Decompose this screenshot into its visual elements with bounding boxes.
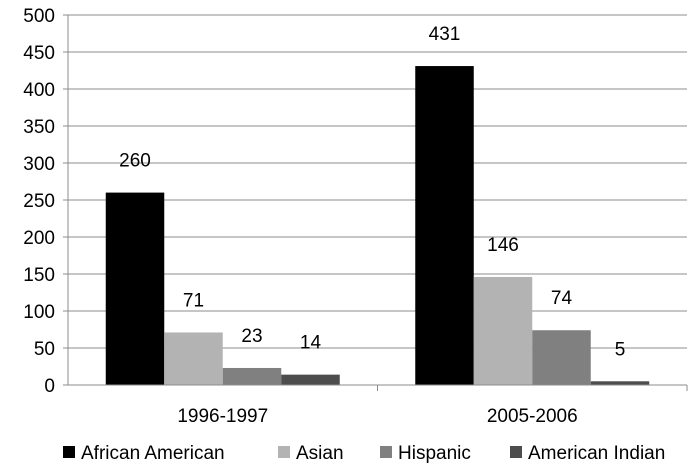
- data-label: 71: [183, 290, 204, 311]
- axes: [63, 14, 688, 391]
- legend: African American Asian Hispanic American In…: [63, 443, 665, 464]
- y-tick-label: 400: [23, 80, 55, 101]
- y-tick-label: 500: [23, 6, 55, 27]
- bar: [105, 192, 165, 385]
- tick-labels: 0 50 100 150 200 250 300 350 400 450 500 1996-1997 2…: [23, 6, 577, 427]
- data-label: 260: [119, 151, 151, 172]
- legend-swatch: [510, 446, 522, 458]
- data-label: 146: [487, 235, 519, 256]
- bar: [473, 276, 533, 385]
- y-tick-label: 50: [34, 339, 55, 360]
- legend-label: Hispanic: [398, 443, 471, 464]
- x-tick-label: 1996-1997: [177, 406, 268, 427]
- gridlines: [68, 14, 687, 349]
- bar: [415, 66, 474, 385]
- data-label: 5: [615, 339, 626, 360]
- y-tick-label: 200: [23, 228, 55, 249]
- data-label: 431: [429, 24, 461, 45]
- bar: [590, 381, 650, 385]
- bar: [532, 330, 591, 385]
- bar: [222, 367, 282, 385]
- bars: [105, 66, 650, 385]
- y-tick-label: 150: [23, 265, 55, 286]
- bar: [281, 374, 340, 385]
- y-tick-label: 450: [23, 43, 55, 64]
- y-tick-label: 350: [23, 117, 55, 138]
- legend-swatch: [63, 446, 75, 458]
- data-label: 14: [300, 333, 322, 354]
- data-label: 23: [241, 326, 262, 347]
- y-tick-label: 300: [23, 154, 55, 175]
- legend-swatch: [380, 446, 392, 458]
- legend-swatch: [278, 446, 290, 458]
- y-tick-label: 100: [23, 302, 55, 323]
- y-tick-label: 0: [44, 376, 55, 397]
- legend-label: Asian: [296, 443, 344, 464]
- data-label: 74: [551, 288, 573, 309]
- x-tick-label: 2005-2006: [487, 406, 578, 427]
- legend-label: American Indian: [528, 443, 665, 464]
- bar: [164, 332, 223, 385]
- data-labels: 260 71 23 14 431 146 74 5: [119, 24, 625, 360]
- legend-label: African American: [81, 443, 225, 464]
- y-tick-label: 250: [23, 191, 55, 212]
